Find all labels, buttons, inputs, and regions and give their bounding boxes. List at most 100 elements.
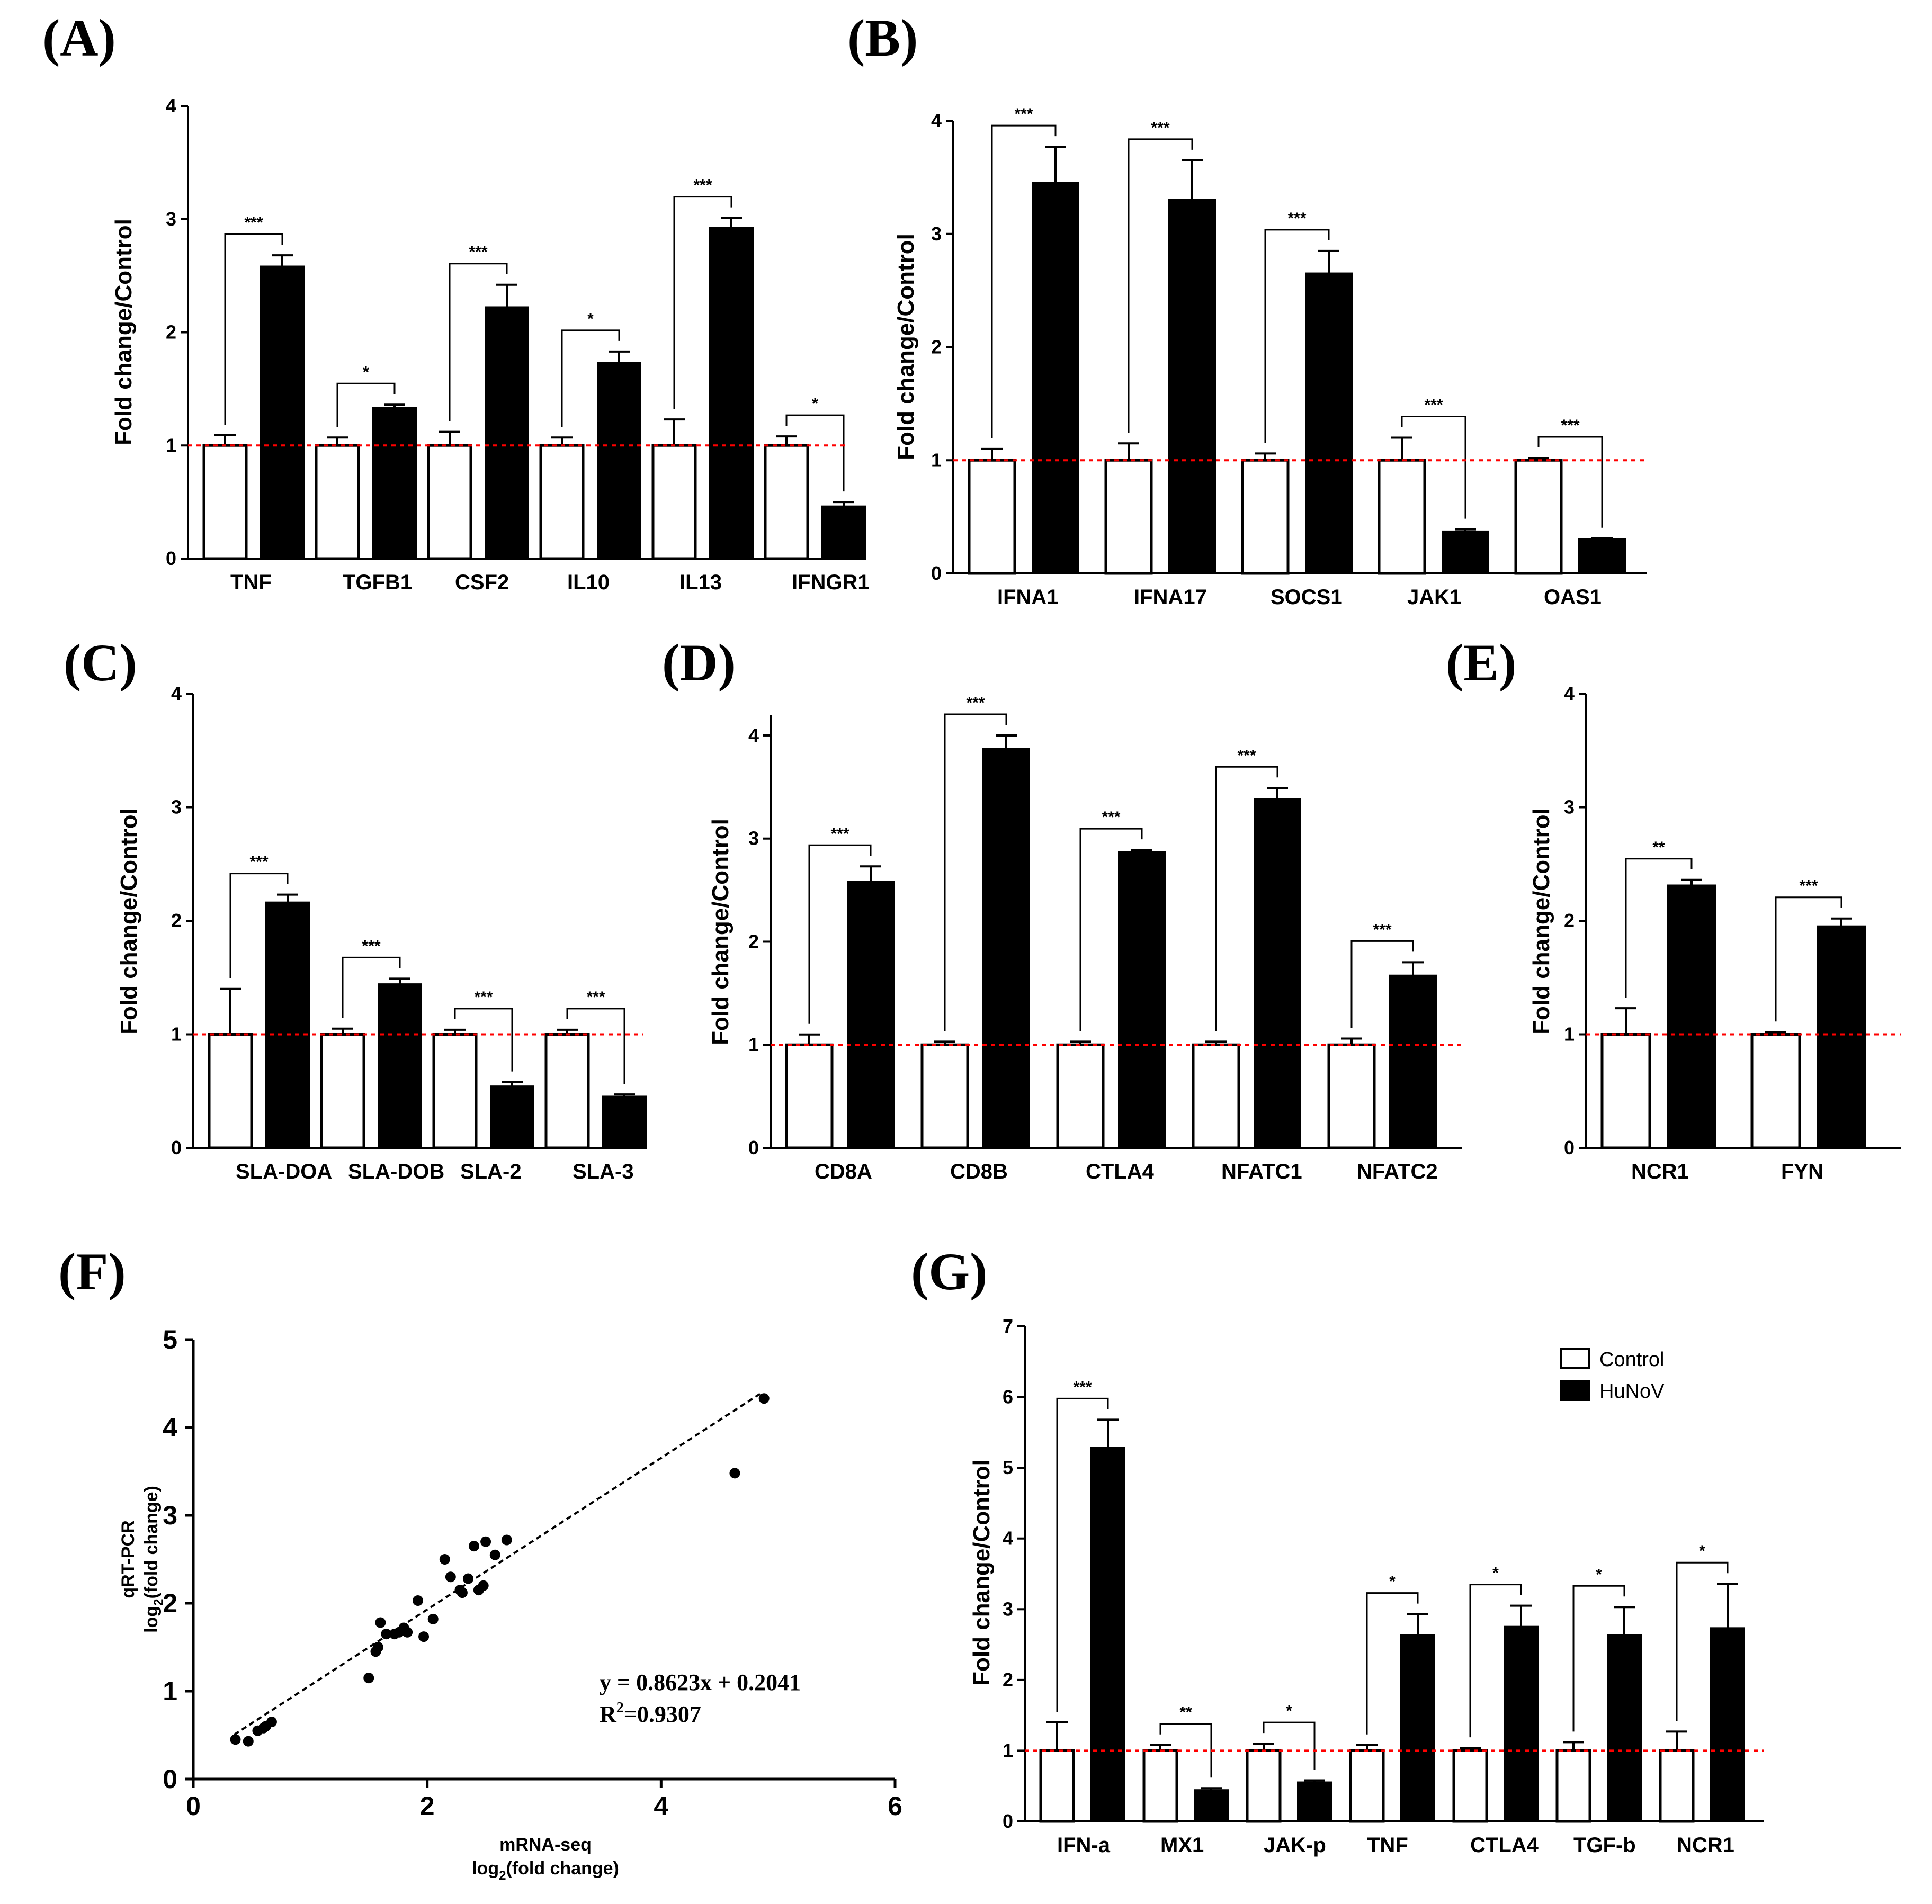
category-label-NCR1: NCR1 bbox=[1631, 1160, 1689, 1183]
category-label-NCR1: NCR1 bbox=[1677, 1834, 1734, 1857]
significance-bracket bbox=[224, 233, 283, 425]
significance-label: *** bbox=[1151, 119, 1169, 137]
significance-bracket bbox=[1401, 416, 1466, 519]
control-bar-TNF bbox=[1349, 1749, 1385, 1823]
y-tick-label: 3 bbox=[1564, 796, 1575, 818]
significance-bracket bbox=[1572, 1585, 1625, 1732]
control-bar-SLA-DOA bbox=[208, 1033, 253, 1149]
y-tick-label: 4 bbox=[931, 110, 942, 131]
control-bar-IFNA17 bbox=[1104, 459, 1153, 575]
significance-label: *** bbox=[1799, 877, 1818, 895]
y-tick-label: 1 bbox=[166, 434, 176, 456]
y-axis-label: Fold change/Control bbox=[1528, 808, 1554, 1035]
significance-label: * bbox=[363, 363, 369, 381]
hunov-bar-CTLA4 bbox=[1504, 1625, 1539, 1822]
y-tick-label: 3 bbox=[748, 828, 759, 849]
significance-bracket bbox=[1469, 1584, 1522, 1738]
hunov-bar-MX1 bbox=[1194, 1789, 1229, 1822]
category-label-SLA-DOA: SLA-DOA bbox=[236, 1160, 332, 1183]
control-bar-TGF-b bbox=[1555, 1749, 1591, 1823]
bar-chart-2: 0 1 2 3 4 Fold change/Control *** SLA-DOA *** SLA… bbox=[116, 682, 647, 1183]
panel-label-g: (G) bbox=[911, 1242, 987, 1301]
category-label-NFATC2: NFATC2 bbox=[1357, 1160, 1438, 1183]
significance-label: * bbox=[1492, 1565, 1499, 1582]
significance-label: *** bbox=[362, 937, 380, 955]
y-tick-label: 0 bbox=[748, 1137, 759, 1158]
panel-label-a: (A) bbox=[42, 8, 116, 67]
data-point bbox=[445, 1571, 456, 1583]
y-tick-label: 5 bbox=[1003, 1457, 1013, 1478]
y-axis-label-units: log2(fold change) bbox=[141, 1486, 166, 1633]
data-point bbox=[478, 1580, 489, 1591]
y-tick-label: 3 bbox=[171, 796, 182, 818]
category-label-IFNA1: IFNA1 bbox=[997, 586, 1059, 609]
category-label-TGF-b: TGF-b bbox=[1573, 1834, 1636, 1857]
hunov-bar-IFNA17 bbox=[1168, 199, 1216, 574]
significance-label: *** bbox=[1373, 921, 1391, 938]
significance-bracket bbox=[1264, 229, 1330, 443]
control-bar-SLA-3 bbox=[544, 1033, 590, 1149]
significance-label: *** bbox=[249, 854, 268, 871]
hunov-bar-CTLA4 bbox=[1118, 851, 1166, 1149]
significance-bracket bbox=[229, 873, 289, 978]
control-bar-IFNGR1 bbox=[764, 444, 809, 560]
legend-hunov-label: HuNoV bbox=[1599, 1380, 1665, 1403]
significance-bracket bbox=[342, 956, 401, 1018]
hunov-bar-TNF bbox=[260, 265, 305, 560]
control-bar-IL13 bbox=[651, 444, 697, 560]
control-bar-SLA-DOB bbox=[320, 1033, 365, 1149]
hunov-bar-IFNGR1 bbox=[821, 505, 866, 560]
control-bar-IL10 bbox=[539, 444, 585, 560]
bar-chart-0: 0 1 2 3 4 Fold change/Control *** TNF * TGFB1 *** C… bbox=[111, 95, 870, 594]
y-axis-label: Fold change/Control bbox=[708, 819, 734, 1045]
x-axis-label: mRNA-seq bbox=[499, 1835, 592, 1855]
y-axis-label: Fold change/Control bbox=[111, 219, 137, 445]
y-tick-label: 1 bbox=[748, 1034, 759, 1055]
significance-label: *** bbox=[1287, 210, 1306, 227]
significance-label: *** bbox=[1102, 809, 1120, 826]
significance-bracket bbox=[1263, 1721, 1316, 1770]
y-tick-label: 0 bbox=[931, 562, 942, 584]
y-tick-label: 3 bbox=[163, 1501, 177, 1530]
hunov-bar-JAK1 bbox=[1442, 530, 1489, 574]
significance-bracket bbox=[449, 263, 508, 421]
significance-label: *** bbox=[1561, 417, 1579, 434]
significance-label: *** bbox=[1237, 747, 1256, 764]
y-tick-label: 4 bbox=[166, 95, 176, 116]
y-tick-label: 4 bbox=[1003, 1528, 1013, 1549]
hunov-bar-SOCS1 bbox=[1305, 272, 1353, 574]
y-tick-label: 4 bbox=[1564, 682, 1575, 704]
control-bar-NFATC1 bbox=[1192, 1043, 1240, 1149]
significance-bracket bbox=[1079, 828, 1143, 1031]
significance-label: *** bbox=[469, 244, 487, 261]
hunov-bar-OAS1 bbox=[1578, 538, 1626, 574]
significance-bracket bbox=[454, 1008, 513, 1072]
significance-label: *** bbox=[586, 989, 605, 1006]
panel-label-b: (B) bbox=[847, 8, 918, 67]
bar-chart-4: 0 1 2 3 4 Fold change/Control ** NCR1 *** FYN bbox=[1528, 682, 1901, 1183]
data-point bbox=[439, 1554, 450, 1565]
category-label-TGFB1: TGFB1 bbox=[343, 571, 412, 594]
hunov-bar-SLA-DOA bbox=[265, 901, 310, 1149]
category-label-SLA-DOB: SLA-DOB bbox=[348, 1160, 444, 1183]
y-axis-label: qRT-PCR bbox=[118, 1520, 138, 1598]
y-tick-label: 5 bbox=[163, 1325, 177, 1354]
y-tick-label: 2 bbox=[1003, 1669, 1013, 1691]
significance-bracket bbox=[944, 713, 1007, 1031]
control-bar-CSF2 bbox=[427, 444, 472, 560]
control-bar-TNF bbox=[202, 444, 248, 560]
category-label-TNF: TNF bbox=[1367, 1834, 1408, 1857]
hunov-bar-JAK-p bbox=[1297, 1781, 1332, 1822]
significance-label: * bbox=[1699, 1542, 1705, 1560]
hunov-bar-SLA-DOB bbox=[378, 983, 422, 1149]
significance-label: * bbox=[1596, 1566, 1602, 1583]
y-tick-label: 0 bbox=[163, 1764, 177, 1794]
category-label-MX1: MX1 bbox=[1160, 1834, 1204, 1857]
y-axis-label: Fold change/Control bbox=[116, 808, 142, 1035]
data-point bbox=[266, 1717, 277, 1728]
significance-bracket bbox=[785, 414, 845, 492]
y-tick-label: 2 bbox=[748, 930, 759, 952]
